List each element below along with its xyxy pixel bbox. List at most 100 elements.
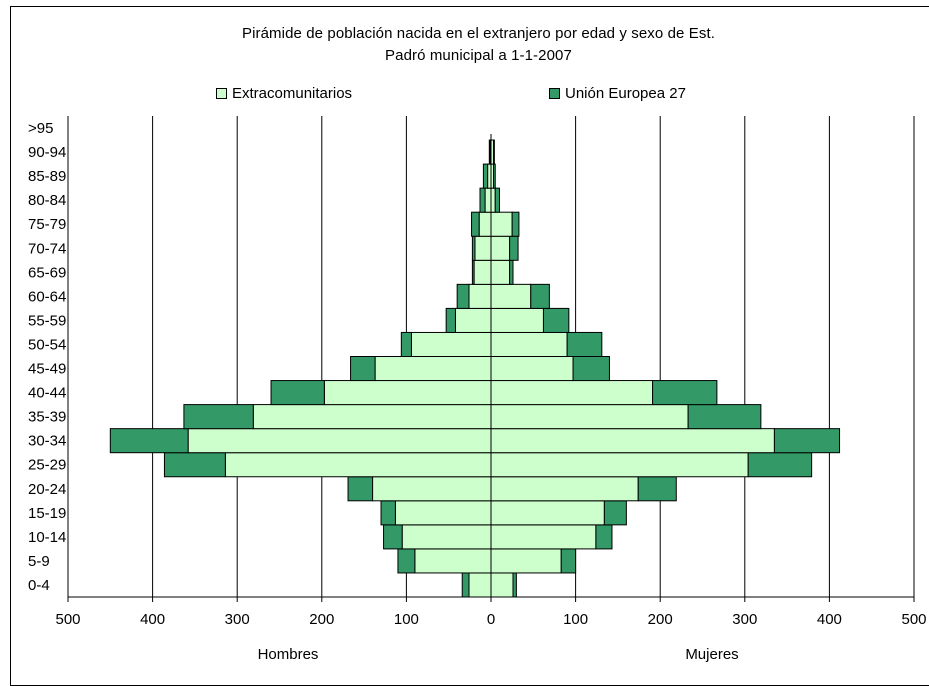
y-category-label: 60-64 [28, 288, 66, 305]
x-axis-label-hombres: Hombres [258, 646, 319, 663]
x-axis-label-mujeres: Mujeres [685, 646, 738, 663]
bar-hombres-union-europea [183, 404, 254, 430]
pyramid-plot: 500 400 300 200 100 0 100 200 300 400 500 0-4 5-9 10-… [28, 116, 927, 663]
legend-swatch-extracomunitarios [216, 88, 227, 99]
bar-mujeres-union-europea [773, 428, 841, 454]
bar-hombres-union-europea [270, 380, 325, 406]
x-tick-label: 500 [901, 611, 926, 628]
bar-mujeres-union-europea [511, 211, 520, 237]
labels: 500 400 300 200 100 0 100 200 300 400 500 0-4 5-9 10-… [28, 120, 927, 663]
bar-hombres-extracomunitarios [374, 356, 492, 382]
bar-mujeres-extracomunitarios [490, 331, 568, 358]
x-tick-label: 0 [487, 611, 495, 628]
chart-title: Pirámide de población nacida en el extra… [241, 25, 716, 42]
y-category-label: >95 [28, 120, 53, 137]
bars [109, 139, 841, 598]
y-category-label: 65-69 [28, 264, 66, 281]
legend-item-extracomunitarios: Extracomunitarios [216, 85, 352, 102]
legend-swatch-union-europea [549, 88, 560, 99]
x-tick-label: 200 [309, 611, 334, 628]
y-category-label: 30-34 [28, 433, 66, 450]
bar-hombres-extracomunitarios [372, 476, 492, 502]
bar-mujeres-extracomunitarios [490, 476, 639, 502]
bar-mujeres-union-europea [560, 548, 577, 574]
bar-hombres-extracomunitarios [252, 404, 492, 430]
x-tick-label: 400 [817, 611, 842, 628]
bar-mujeres-extracomunitarios [490, 259, 511, 285]
bar-hombres-union-europea [109, 428, 189, 454]
bar-mujeres-extracomunitarios [490, 500, 605, 526]
y-category-label: 75-79 [28, 216, 66, 233]
bar-mujeres-union-europea [530, 283, 550, 309]
bar-mujeres-union-europea [595, 524, 613, 550]
bar-mujeres-union-europea [509, 259, 514, 285]
bar-mujeres-union-europea [747, 452, 813, 478]
bar-hombres-extracomunitarios [410, 331, 492, 358]
bar-mujeres-union-europea [494, 187, 500, 213]
bar-hombres-extracomunitarios [484, 187, 492, 213]
bar-hombres-union-europea [347, 476, 374, 502]
bar-mujeres-extracomunitarios [490, 187, 496, 213]
y-category-label: 50-54 [28, 336, 66, 353]
bar-hombres-union-europea [380, 500, 396, 526]
x-tick-label: 100 [563, 611, 588, 628]
bar-hombres-union-europea [456, 283, 470, 309]
bar-mujeres-extracomunitarios [490, 307, 544, 333]
bar-mujeres-union-europea [687, 404, 762, 430]
bar-hombres-union-europea [471, 235, 476, 261]
x-tick-label: 500 [55, 611, 80, 628]
bar-hombres-extracomunitarios [478, 211, 492, 237]
bar-hombres-union-europea [350, 356, 376, 382]
bar-hombres-union-europea [163, 452, 226, 478]
chart-subtitle: Padró municipal a 1-1-2007 [385, 47, 572, 64]
bar-hombres-extracomunitarios [468, 572, 492, 598]
bar-mujeres-union-europea [493, 163, 496, 189]
bar-mujeres-union-europea [572, 356, 610, 382]
bar-mujeres-extracomunitarios [490, 548, 562, 574]
axes [67, 134, 915, 602]
y-category-label: 45-49 [28, 361, 66, 378]
y-category-label: 70-74 [28, 240, 66, 257]
bar-mujeres-union-europea [509, 235, 519, 261]
bar-mujeres-union-europea [603, 500, 627, 526]
bar-mujeres-extracomunitarios [490, 380, 654, 406]
grid-lines [67, 116, 915, 597]
y-category-label: 0-4 [28, 577, 50, 594]
y-category-label: 90-94 [28, 144, 66, 161]
bar-hombres-extracomunitarios [323, 380, 492, 406]
bar-hombres-extracomunitarios [394, 500, 492, 526]
y-category-label: 5-9 [28, 553, 50, 570]
bar-hombres-extracomunitarios [224, 452, 492, 478]
y-category-label: 35-39 [28, 409, 66, 426]
bar-mujeres-extracomunitarios [490, 356, 574, 382]
bar-mujeres-extracomunitarios [490, 572, 514, 598]
bar-hombres-union-europea [488, 139, 491, 165]
y-category-label: 25-29 [28, 457, 66, 474]
y-category-label: 85-89 [28, 168, 66, 185]
bar-hombres-extracomunitarios [474, 235, 492, 261]
bar-hombres-extracomunitarios [487, 163, 492, 189]
x-tick-label: 100 [394, 611, 419, 628]
y-category-label: 10-14 [28, 529, 66, 546]
bar-hombres-extracomunitarios [473, 259, 492, 285]
bar-mujeres-union-europea [566, 331, 603, 358]
x-tick-label: 200 [648, 611, 673, 628]
y-category-label: 80-84 [28, 192, 66, 209]
bar-mujeres-extracomunitarios [490, 428, 775, 454]
x-tick-label: 400 [140, 611, 165, 628]
bar-hombres-extracomunitarios [187, 428, 492, 454]
bar-hombres-extracomunitarios [468, 283, 492, 309]
bar-hombres-union-europea [461, 572, 470, 598]
legend-item-union-europea: Unión Europea 27 [549, 85, 686, 102]
bar-mujeres-union-europea [637, 476, 677, 502]
bar-hombres-union-europea [471, 211, 480, 237]
bar-hombres-extracomunitarios [401, 524, 492, 550]
bar-hombres-union-europea [383, 524, 403, 550]
bar-mujeres-extracomunitarios [490, 211, 513, 237]
bar-mujeres-union-europea [542, 307, 570, 333]
bar-hombres-union-europea [445, 307, 456, 333]
bar-mujeres-union-europea [493, 139, 495, 165]
legend-label-union-europea: Unión Europea 27 [565, 85, 686, 102]
bar-hombres-union-europea [482, 163, 489, 189]
bar-mujeres-extracomunitarios [490, 404, 689, 430]
